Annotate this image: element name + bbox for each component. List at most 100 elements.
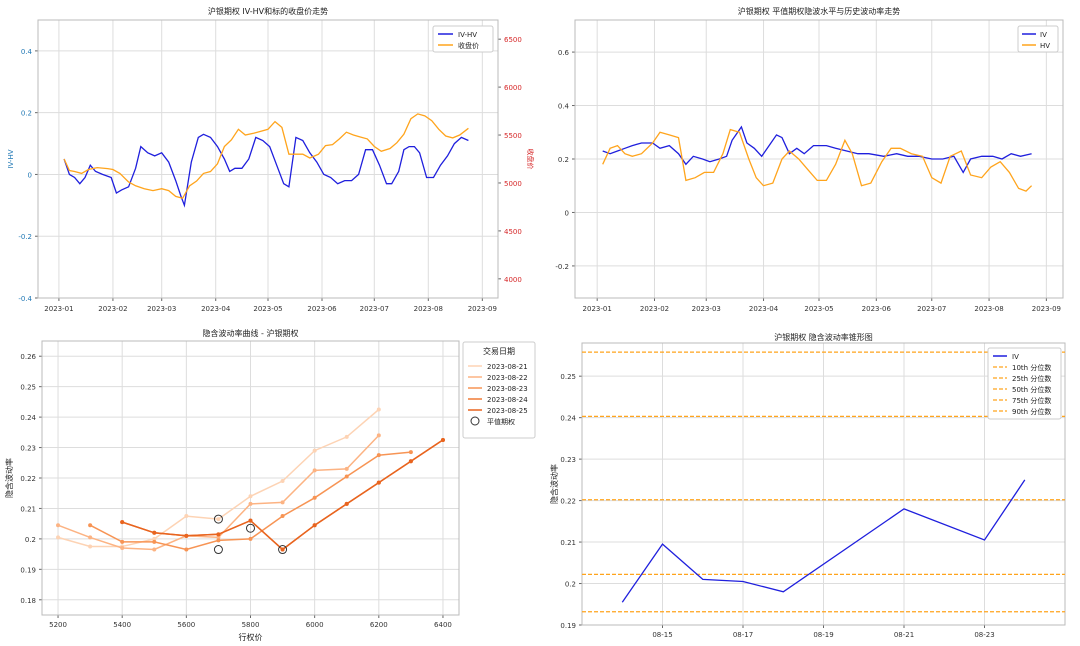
y-tick-label: 0	[28, 171, 32, 179]
smile-point	[344, 434, 349, 439]
legend-label: 2023-08-24	[487, 396, 528, 404]
plot-frame	[41, 340, 460, 616]
y-axis-label: 隐含波动率	[549, 464, 559, 504]
smile-point	[216, 535, 221, 540]
x-tick-label: 2023-07	[360, 305, 389, 313]
y-tick-label: 0.25	[20, 384, 36, 392]
plot-frame	[574, 19, 1064, 299]
y-tick-label: 0.23	[20, 445, 36, 453]
x-tick-label: 5400	[113, 621, 131, 629]
x-tick-label: 5800	[242, 621, 260, 629]
chart-title: 隐含波动率曲线 - 沪银期权	[203, 328, 299, 338]
y2-tick-label: 6000	[504, 84, 522, 92]
legend-label: 90th 分位数	[1012, 407, 1051, 416]
smile-point	[440, 437, 445, 442]
atm-marker	[213, 545, 223, 555]
y-tick-label: 0.4	[21, 48, 33, 56]
x-tick-label: 2023-01	[583, 305, 612, 313]
x-tick-label: 2023-08	[414, 305, 443, 313]
x-tick-label: 2023-03	[147, 305, 176, 313]
chart-title: 沪银期权 平值期权隐波水平与历史波动率走势	[738, 6, 901, 16]
smile-point	[216, 538, 221, 543]
y-tick-label: 0.24	[560, 415, 576, 423]
x-tick-label: 2023-05	[804, 305, 833, 313]
x-tick-label: 2023-03	[692, 305, 721, 313]
smile-point	[248, 494, 253, 499]
x-axis-label: 行权价	[239, 632, 263, 642]
y2-axis-label: 收盘价	[526, 149, 535, 170]
x-tick-label: 08-23	[974, 631, 994, 639]
smile-point	[184, 533, 189, 538]
y-tick-label: 0.6	[558, 49, 570, 57]
chart-atm-iv-hv: 2023-01 2023-02 2023-03 2023-04 2023-05 2023-…	[555, 6, 1064, 313]
atm-marker	[213, 514, 223, 524]
x-tick-label: 2023-05	[253, 305, 282, 313]
y-tick-label: 0.23	[560, 456, 576, 464]
y-tick-label: 0.21	[20, 505, 36, 513]
y2-tick-label: 4500	[504, 228, 522, 236]
series-line-close	[63, 113, 469, 200]
x-tick-label: 2023-06	[862, 305, 892, 313]
smile-point	[312, 448, 317, 453]
x-tick-label: 2023-02	[640, 305, 669, 313]
legend-label: 2023-08-21	[487, 363, 528, 371]
y-tick-label: -0.4	[18, 295, 32, 303]
legend-title: 交易日期	[483, 346, 515, 356]
x-tick-label: 5200	[49, 621, 67, 629]
smile-point	[248, 501, 253, 506]
smile-point	[152, 547, 157, 552]
legend-label: 2023-08-25	[487, 407, 528, 415]
smile-point	[376, 433, 381, 438]
smile-point	[120, 546, 125, 551]
y2-tick-label: 5000	[504, 180, 522, 188]
x-tick-label: 2023-04	[749, 305, 779, 313]
smile-point	[312, 495, 317, 500]
legend-label: 10th 分位数	[1012, 363, 1051, 372]
smile-point	[312, 523, 317, 528]
x-tick-label: 08-21	[894, 631, 914, 639]
smile-point	[344, 501, 349, 506]
x-tick-label: 2023-04	[201, 305, 231, 313]
smile-point	[216, 517, 221, 522]
legend-label: 50th 分位数	[1012, 385, 1051, 394]
legend-label: 平值期权	[487, 417, 515, 426]
smile-point	[152, 539, 157, 544]
legend-swatch	[470, 416, 480, 426]
y-tick-label: 0.26	[20, 353, 36, 361]
x-tick-label: 5600	[177, 621, 195, 629]
smile-point	[120, 520, 125, 525]
legend-box	[987, 347, 1062, 420]
legend-label: IV	[1040, 31, 1047, 39]
chart-iv-cone: 08-15 08-17 08-19 08-21 08-23 0.19 0.2 0.21 0.22…	[549, 332, 1066, 639]
x-tick-label: 2023-09	[468, 305, 497, 313]
y-tick-label: 0.2	[565, 581, 576, 589]
y-axis-label: IV-HV	[7, 149, 15, 168]
legend-label: 2023-08-23	[487, 385, 528, 393]
y-tick-label: 0.2	[558, 156, 569, 164]
x-tick-label: 08-15	[652, 631, 672, 639]
smile-point	[376, 407, 381, 412]
legend-label: 收盘价	[458, 41, 479, 50]
y-tick-label: 0.4	[558, 103, 570, 111]
y2-tick-label: 5500	[504, 132, 522, 140]
smile-point	[216, 532, 221, 537]
smile-point	[152, 536, 157, 541]
atm-marker	[246, 523, 255, 533]
legend-label: 75th 分位数	[1012, 396, 1051, 405]
smile-point	[56, 523, 61, 528]
plot-frame	[581, 342, 1066, 626]
smile-point	[408, 450, 413, 455]
x-tick-label: 6000	[306, 621, 324, 629]
chart-title: 沪银期权 IV-HV和标的收盘价走势	[208, 6, 328, 16]
y-tick-label: 0.25	[560, 373, 576, 381]
x-tick-label: 2023-02	[98, 305, 127, 313]
smile-point	[280, 500, 285, 505]
smile-point	[120, 539, 125, 544]
legend-label: IV-HV	[458, 31, 477, 39]
series-line-iv	[602, 125, 1032, 174]
y-tick-label: 0.18	[20, 597, 36, 605]
legend-label: 2023-08-22	[487, 374, 528, 382]
y-tick-label: 0.2	[21, 110, 32, 118]
smile-point	[88, 535, 93, 540]
x-tick-label: 08-17	[733, 631, 753, 639]
